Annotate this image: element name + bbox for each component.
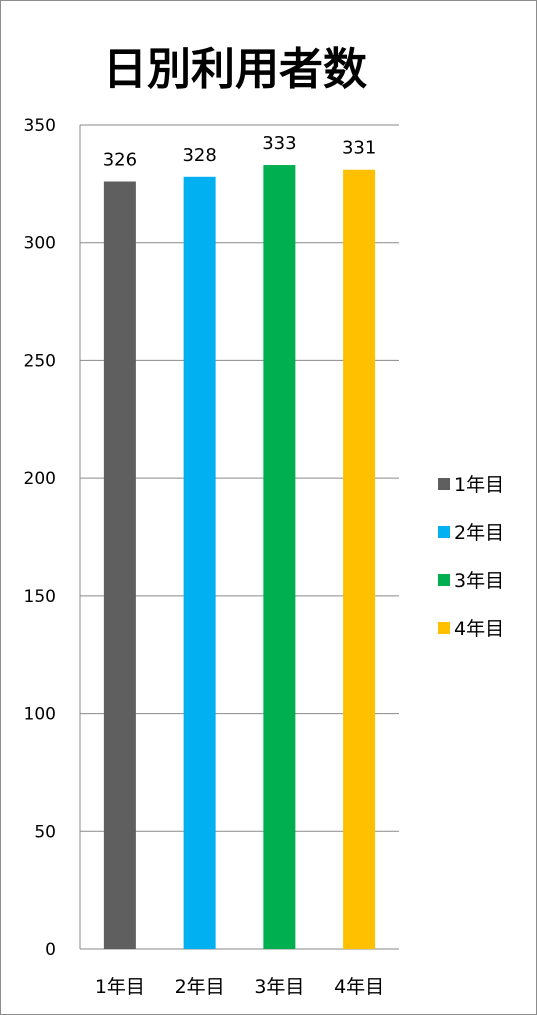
legend: 1年目 2年目 3年目 4年目 [438,474,504,640]
data-label-4: 331 [342,138,376,159]
legend-swatch-4 [438,622,450,634]
bars [103,165,376,950]
legend-swatch-2 [438,526,450,538]
legend-label-1: 1年目 [454,474,504,496]
legend-label-3: 3年目 [454,570,504,592]
x-category-label-1: 1年目 [95,976,145,998]
legend-swatch-1 [438,478,450,490]
y-tick-label-50: 50 [34,822,56,842]
data-label-2: 328 [182,145,216,166]
data-label-3: 333 [262,133,296,154]
data-label-1: 326 [103,150,137,171]
bar-1 [103,181,136,949]
bar-2 [183,176,216,949]
legend-label-2: 2年目 [454,522,504,544]
y-tick-label-200: 200 [24,469,56,489]
y-tick-label-150: 150 [24,587,56,607]
legend-swatch-3 [438,574,450,586]
legend-label-4: 4年目 [454,618,504,640]
x-category-label-4: 4年目 [334,976,384,998]
y-tick-label-0: 0 [45,940,56,960]
y-tick-label-250: 250 [24,351,56,371]
x-category-label-3: 3年目 [254,976,304,998]
y-tick-label-350: 350 [24,116,56,136]
chart-title: 日別利用者数 [103,44,367,95]
data-labels: 326 328 333 331 [103,133,377,170]
x-category-label-2: 2年目 [175,976,225,998]
y-tick-label-300: 300 [24,234,56,254]
x-axis-categories: 1年目 2年目 3年目 4年目 [95,976,384,998]
y-axis-ticks: 0 50 100 150 200 250 300 350 [24,116,56,960]
bar-4 [343,169,376,949]
bar-3 [263,165,296,950]
y-tick-label-100: 100 [24,705,56,725]
